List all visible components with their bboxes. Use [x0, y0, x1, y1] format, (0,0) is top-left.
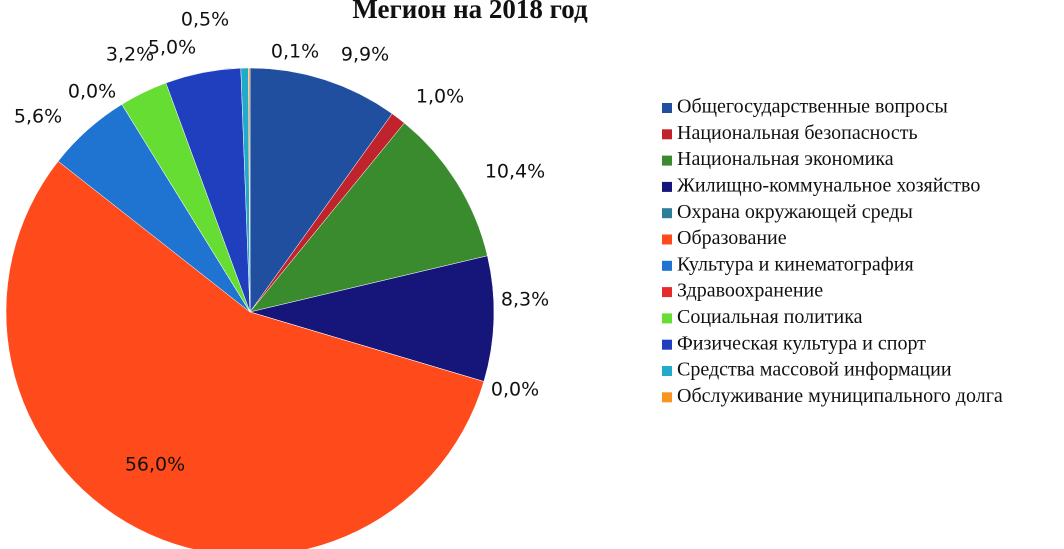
- data-label: 1,0%: [416, 86, 464, 108]
- pie-slice: [249, 122, 488, 313]
- legend-swatch: [662, 287, 672, 298]
- legend-label: Жилищно-коммунальное хозяйство: [677, 174, 980, 196]
- legend-label: Национальная безопасность: [677, 122, 918, 144]
- legend-swatch: [662, 366, 672, 376]
- legend-swatch: [662, 155, 672, 166]
- legend-label: Социальная политика: [677, 306, 863, 328]
- legend-label: Национальная экономика: [677, 148, 894, 170]
- legend-label: Охрана окружающей среды: [677, 201, 913, 223]
- legend-swatch: [662, 234, 672, 245]
- legend-label: Общегосударственные вопросы: [677, 96, 948, 118]
- pie-slice: [249, 67, 393, 313]
- legend-label: Физическая культура и спорт: [677, 332, 926, 354]
- data-label: 5,0%: [148, 37, 196, 59]
- chart-title: Мегион на 2018 год: [352, 0, 588, 24]
- data-label: 3,2%: [106, 44, 154, 66]
- legend-swatch: [662, 339, 672, 350]
- data-label: 8,3%: [501, 289, 549, 311]
- legend-label: Обслуживание муниципального долга: [677, 385, 1003, 407]
- legend-swatch: [662, 129, 672, 140]
- pie-slice: [5, 160, 485, 549]
- data-label: 0,0%: [68, 81, 116, 103]
- data-label: 5,6%: [14, 106, 62, 128]
- data-label: 9,9%: [341, 44, 389, 66]
- legend-swatch: [662, 103, 672, 113]
- pie-slice: [249, 255, 495, 382]
- legend-label: Средства массовой информации: [677, 359, 952, 381]
- legend-swatch: [662, 181, 672, 192]
- data-label: 0,1%: [271, 41, 319, 63]
- legend-label: Здравоохранение: [677, 280, 823, 302]
- data-label: 10,4%: [485, 161, 545, 183]
- legend-swatch: [662, 392, 672, 403]
- pie-slice: [248, 67, 251, 313]
- data-label: 0,0%: [491, 379, 539, 401]
- data-label: 0,5%: [181, 9, 229, 31]
- legend-label: Культура и кинематография: [677, 253, 914, 275]
- legend-swatch: [662, 313, 672, 324]
- data-label: 56,0%: [125, 454, 185, 476]
- legend-label: Образование: [677, 227, 787, 249]
- legend-swatch: [662, 208, 672, 219]
- legend-swatch: [662, 260, 672, 271]
